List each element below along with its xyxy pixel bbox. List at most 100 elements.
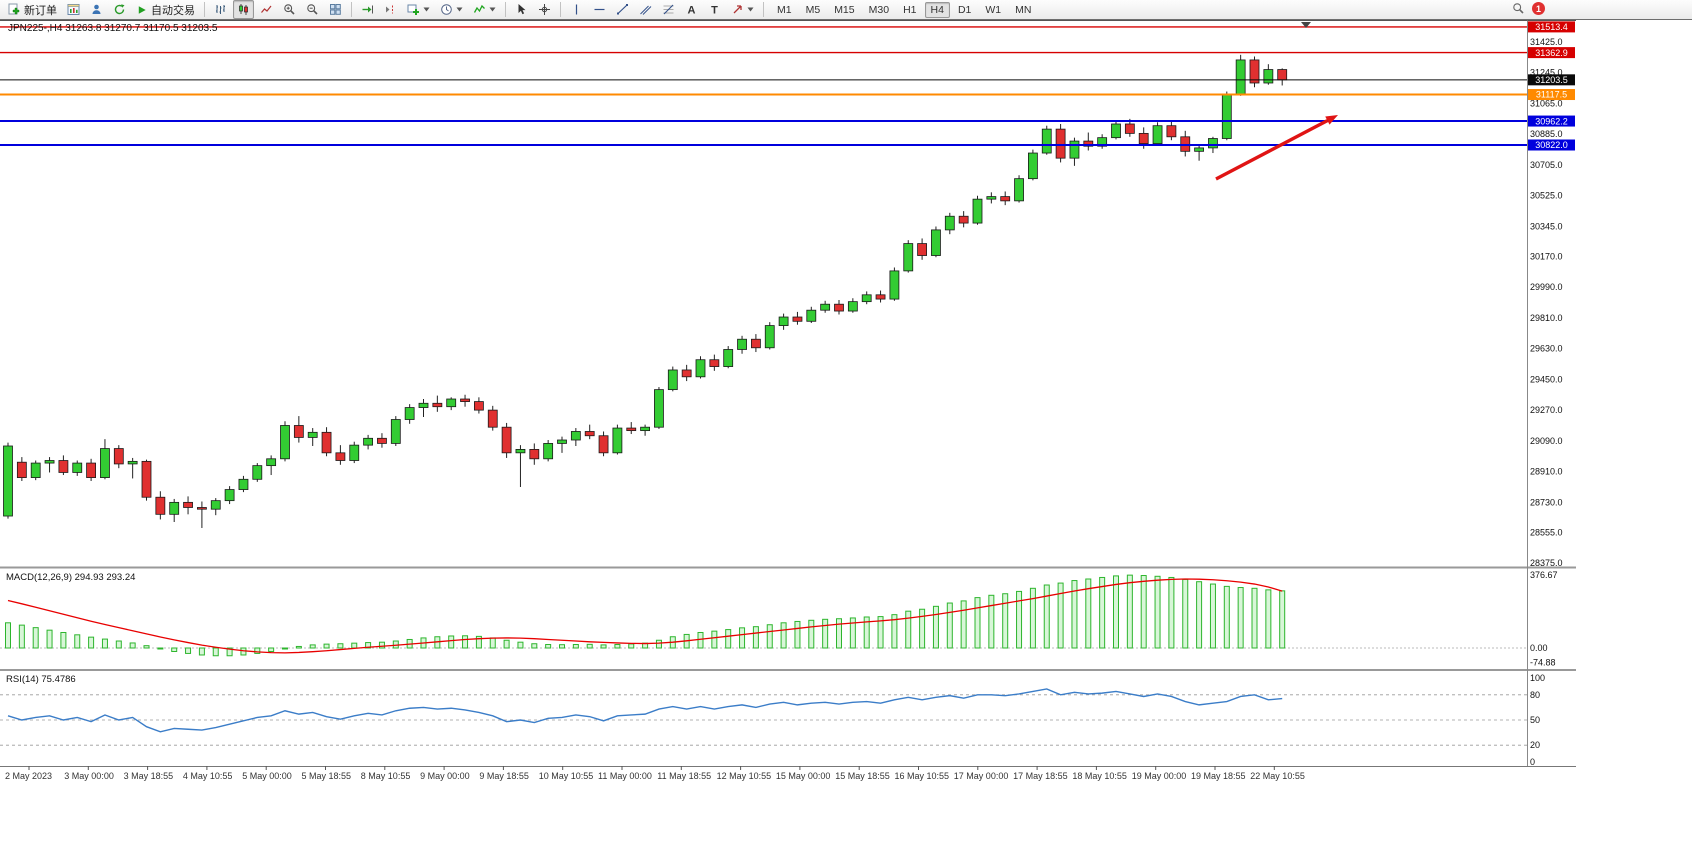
arrows-button[interactable] [727, 0, 758, 19]
candle-body [557, 439, 567, 444]
svg-text:31065.0: 31065.0 [1530, 98, 1563, 108]
macd-bar [711, 630, 718, 649]
bar-chart-icon [216, 5, 225, 14]
toolbar-separator [351, 2, 352, 17]
timeframe-m30-button[interactable]: M30 [868, 3, 890, 16]
timeframe-h1-button[interactable]: H1 [903, 3, 917, 16]
cursor-button[interactable] [511, 0, 532, 19]
zoom-out-button[interactable] [302, 0, 323, 19]
timeframe-m15-button[interactable]: M15 [834, 3, 855, 16]
candle-body [169, 501, 180, 515]
timeframe-m5-button[interactable]: M5 [805, 3, 821, 16]
timeframe-h4-button[interactable]: H4 [924, 1, 950, 18]
candle-body [1235, 59, 1246, 95]
refresh-button[interactable] [109, 0, 130, 19]
channel-button[interactable] [635, 0, 656, 19]
periods-button[interactable] [436, 0, 467, 19]
macd-bar [1016, 590, 1023, 649]
macd-bar [489, 637, 496, 649]
community-button[interactable] [86, 0, 107, 19]
macd-bar [198, 647, 205, 656]
new-order-button[interactable]: 新订单 [4, 0, 61, 19]
macd-bar [226, 647, 233, 657]
candle-body [280, 425, 290, 460]
candle-body [210, 500, 221, 510]
notification-badge[interactable]: 1 [1532, 2, 1545, 15]
macd-bar [1071, 580, 1078, 649]
candle-body [363, 437, 374, 446]
horizontal-line-button[interactable] [589, 0, 610, 19]
svg-text:0.00: 0.00 [1530, 643, 1548, 653]
candle-body [570, 431, 581, 441]
crosshair-button[interactable] [534, 0, 555, 19]
zoom-in-button[interactable] [279, 0, 300, 19]
bar-chart-button[interactable] [210, 0, 231, 19]
timeframe-w1-button[interactable]: W1 [985, 3, 1002, 16]
new-chart-button[interactable] [403, 0, 434, 19]
toolbar-separator [763, 2, 764, 17]
auto-scroll-button[interactable] [357, 0, 378, 19]
line-chart-button[interactable] [256, 0, 277, 19]
trend-arrow[interactable] [1215, 119, 1329, 181]
candle-body [1138, 132, 1149, 145]
svg-text:16 May 10:55: 16 May 10:55 [895, 771, 950, 781]
macd-bar [1209, 583, 1216, 649]
candle-body [543, 443, 554, 460]
candle-body [820, 303, 831, 311]
auto-scroll-icon [362, 5, 373, 14]
macd-bar [337, 643, 344, 649]
candle-body [238, 478, 249, 490]
indicators-button[interactable] [469, 0, 500, 19]
refresh-icon [114, 4, 125, 15]
macd-bar [268, 647, 275, 652]
trendline-button[interactable] [612, 0, 633, 19]
chart-shift-button[interactable] [380, 0, 401, 19]
candle-body [266, 458, 277, 467]
search-icon[interactable] [1512, 2, 1525, 15]
crosshair-icon [539, 4, 550, 15]
macd-bar [697, 631, 704, 649]
price-label-box [1528, 74, 1575, 86]
macd-bar [475, 635, 482, 649]
candle-body [1249, 59, 1260, 84]
charts-window-button[interactable] [63, 0, 84, 19]
candle-body [1166, 125, 1177, 138]
candle-body [584, 431, 595, 437]
vertical-line-button[interactable] [566, 0, 587, 19]
text-button[interactable]: A [681, 0, 702, 19]
candle-body [404, 407, 415, 420]
candle-body [1028, 152, 1038, 180]
macd-bar [974, 597, 981, 649]
candle-body [889, 270, 900, 300]
macd-bar [932, 605, 939, 649]
macd-indicator-label: MACD(12,26,9) 294.93 293.24 [6, 572, 136, 583]
chart-shift-marker[interactable] [1301, 22, 1311, 28]
text-label-button[interactable]: T [704, 0, 725, 19]
candle-body [224, 489, 235, 502]
timeframe-mn-button[interactable]: MN [1015, 3, 1032, 16]
macd-bar [1140, 575, 1147, 649]
trendline-icon [617, 4, 628, 15]
svg-text:11 May 00:00: 11 May 00:00 [598, 771, 652, 781]
macd-bar [739, 627, 746, 649]
candle-body [917, 243, 927, 256]
svg-text:0: 0 [1530, 757, 1535, 767]
zoom-in-icon [284, 4, 295, 15]
auto-trading-button[interactable]: 自动交易 [132, 0, 199, 19]
timeframe-toolbar: M1 M5 M15 M30 H1 H4 D1 W1 MN [770, 1, 1038, 18]
channel-icon [640, 5, 652, 15]
candle-body [1194, 147, 1204, 152]
macd-bar [1223, 585, 1230, 649]
timeframe-m1-button[interactable]: M1 [777, 3, 792, 16]
macd-bar [905, 610, 912, 649]
macd-bar [1099, 576, 1106, 649]
fibonacci-button[interactable] [658, 0, 679, 19]
timeframe-d1-button[interactable]: D1 [957, 3, 972, 16]
candle-body [418, 402, 429, 408]
candle-body [515, 449, 526, 454]
candlestick-chart-button[interactable] [233, 0, 254, 19]
candle-body [695, 359, 706, 378]
tile-windows-button[interactable] [325, 0, 346, 19]
macd-bar [462, 635, 469, 649]
